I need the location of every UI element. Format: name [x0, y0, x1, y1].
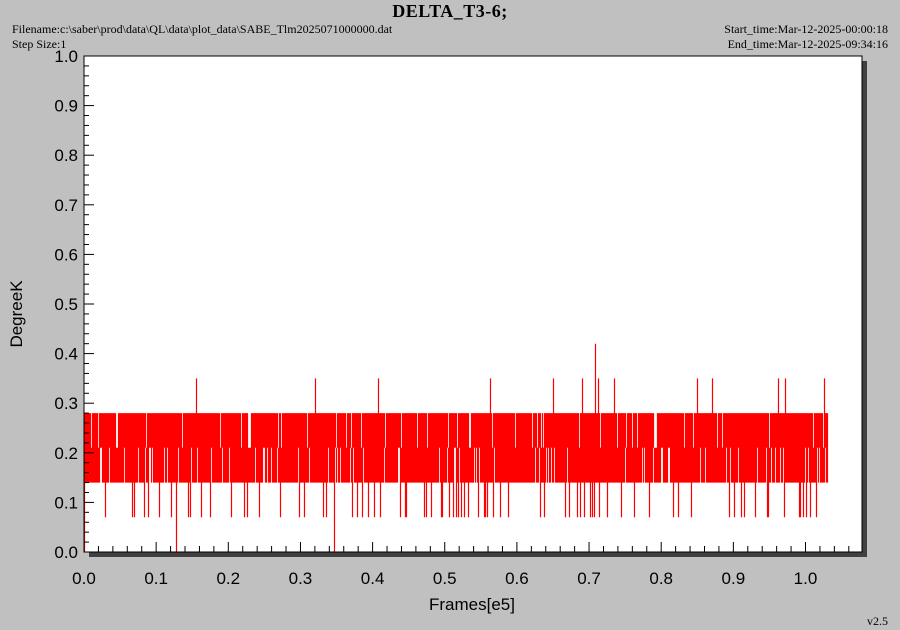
x-tick-label: 0.7 [577, 569, 601, 588]
y-tick-label: 0.8 [54, 146, 78, 165]
version-label: v2.5 [867, 614, 888, 628]
y-tick-label: 0.5 [54, 295, 78, 314]
x-tick-label: 0.3 [289, 569, 313, 588]
y-tick-label: 0.3 [54, 394, 78, 413]
x-tick-label: 0.8 [649, 569, 673, 588]
x-tick-label: 0.0 [72, 569, 96, 588]
x-tick-label: 0.9 [722, 569, 746, 588]
x-tick-label: 0.2 [216, 569, 240, 588]
y-tick-label: 0.0 [54, 543, 78, 562]
y-tick-label: 0.7 [54, 196, 78, 215]
y-tick-label: 0.6 [54, 245, 78, 264]
x-axis-label: Frames[e5] [429, 595, 515, 614]
x-tick-label: 0.6 [505, 569, 529, 588]
start-time-label: Start_time:Mar-12-2025-00:00:18 [724, 22, 888, 36]
x-tick-label: 0.5 [433, 569, 457, 588]
x-tick-label: 0.4 [361, 569, 385, 588]
x-tick-label: 1.0 [794, 569, 818, 588]
axis-layer: 0.0 0.1 0.2 0.3 0.4 0.5 0.6 0.7 0.8 0.9 1.0 0.0 0.1 0… [54, 47, 862, 588]
y-tick-label: 0.2 [54, 444, 78, 463]
x-tick-label: 0.1 [144, 569, 168, 588]
y-tick-label: 1.0 [54, 47, 78, 66]
y-tick-label: 0.4 [54, 345, 78, 364]
y-tick-label: 0.1 [54, 493, 78, 512]
step-size-label: Step Size:1 [12, 37, 67, 51]
y-axis-label: DegreeK [7, 280, 26, 348]
y-tick-label: 0.9 [54, 97, 78, 116]
filename-label: Filename:c:\saber\prod\data\QL\data\plot… [12, 22, 393, 36]
end-time-label: End_time:Mar-12-2025-09:34:16 [727, 37, 888, 51]
chart-title: DELTA_T3-6; [392, 1, 508, 21]
